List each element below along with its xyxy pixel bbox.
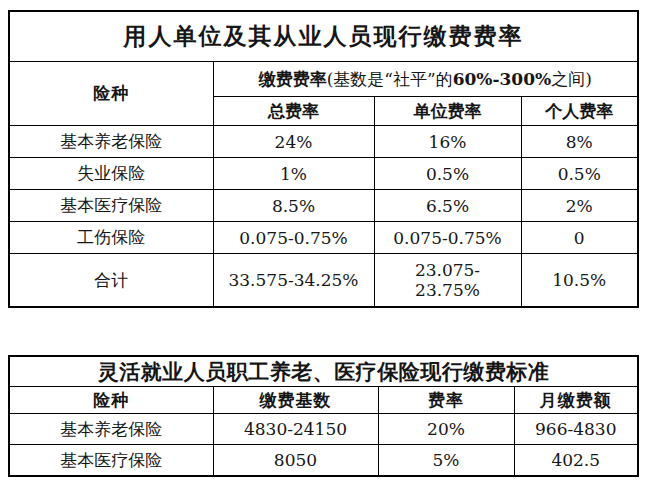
employer-employee-rate-table: 用人单位及其从业人员现行缴费费率 险种 缴费费率(基数是“社平”的60%-300… — [8, 10, 639, 308]
cell-insurance-name: 失业保险 — [9, 158, 213, 190]
table-row: 灵活就业人员职工养老、医疗保险现行缴费标准 — [9, 356, 638, 387]
table-row: 险种 缴费基数 费率 月缴费额 — [9, 387, 638, 414]
table-row: 失业保险 1% 0.5% 0.5% — [9, 158, 638, 190]
page: { "page": { "background": "#ffffff", "bo… — [0, 0, 645, 486]
table2-header-insurance-type: 险种 — [9, 387, 213, 414]
cell-total-rate: 33.575-34.25% — [213, 254, 374, 308]
cell-payment-base: 8050 — [213, 445, 378, 477]
cell-total-rate: 1% — [213, 158, 374, 190]
cell-personal-rate: 0 — [521, 222, 638, 254]
cell-personal-rate: 2% — [521, 190, 638, 222]
cell-payment-base: 4830-24150 — [213, 414, 378, 445]
flexible-employment-rate-table: 灵活就业人员职工养老、医疗保险现行缴费标准 险种 缴费基数 费率 月缴费额 基本… — [8, 355, 639, 477]
table2-title: 灵活就业人员职工养老、医疗保险现行缴费标准 — [9, 356, 638, 387]
table1-subheader-total-rate: 总费率 — [213, 97, 374, 126]
table-row: 用人单位及其从业人员现行缴费费率 — [9, 11, 638, 62]
table1-rate-header: 缴费费率(基数是“社平”的60%-300%之间) — [213, 62, 638, 97]
cell-personal-rate: 10.5% — [521, 254, 638, 308]
table-row: 基本医疗保险 8050 5% 402.5 — [9, 445, 638, 477]
rate-header-normal-mid: (基数是“社平”的 — [327, 69, 453, 89]
cell-total-rate: 8.5% — [213, 190, 374, 222]
cell-monthly-payment: 402.5 — [514, 445, 638, 477]
cell-insurance-name: 基本医疗保险 — [9, 190, 213, 222]
cell-employer-rate: 16% — [374, 126, 521, 158]
cell-insurance-name: 基本医疗保险 — [9, 445, 213, 477]
table-row: 工伤保险 0.075-0.75% 0.075-0.75% 0 — [9, 222, 638, 254]
cell-rate: 20% — [378, 414, 514, 445]
cell-total-rate: 0.075-0.75% — [213, 222, 374, 254]
cell-personal-rate: 8% — [521, 126, 638, 158]
table-row: 险种 缴费费率(基数是“社平”的60%-300%之间) — [9, 62, 638, 97]
cell-insurance-name: 合计 — [9, 254, 213, 308]
cell-employer-rate: 0.075-0.75% — [374, 222, 521, 254]
table1-title: 用人单位及其从业人员现行缴费费率 — [9, 11, 638, 62]
cell-employer-rate: 23.075- 23.75% — [374, 254, 521, 308]
table1-subheader-employer-rate: 单位费率 — [374, 97, 521, 126]
table1-subheader-personal-rate: 个人费率 — [521, 97, 638, 126]
cell-monthly-payment: 966-4830 — [514, 414, 638, 445]
table-row: 基本医疗保险 8.5% 6.5% 2% — [9, 190, 638, 222]
table2-header-monthly-payment: 月缴费额 — [514, 387, 638, 414]
cell-personal-rate: 0.5% — [521, 158, 638, 190]
rate-header-normal-suffix: 之间) — [551, 69, 592, 89]
cell-total-rate: 24% — [213, 126, 374, 158]
table2-header-rate: 费率 — [378, 387, 514, 414]
table-row: 基本养老保险 4830-24150 20% 966-4830 — [9, 414, 638, 445]
cell-insurance-name: 基本养老保险 — [9, 126, 213, 158]
rate-header-bold-prefix: 缴费费率 — [259, 69, 327, 89]
cell-rate: 5% — [378, 445, 514, 477]
table-row: 基本养老保险 24% 16% 8% — [9, 126, 638, 158]
cell-employer-rate: 0.5% — [374, 158, 521, 190]
cell-insurance-name: 基本养老保险 — [9, 414, 213, 445]
table1-col-header-insurance-type: 险种 — [9, 62, 213, 126]
table2-header-payment-base: 缴费基数 — [213, 387, 378, 414]
table-row-total: 合计 33.575-34.25% 23.075- 23.75% 10.5% — [9, 254, 638, 308]
rate-header-bold-range: 60%-300% — [453, 69, 552, 89]
cell-employer-rate: 6.5% — [374, 190, 521, 222]
cell-insurance-name: 工伤保险 — [9, 222, 213, 254]
